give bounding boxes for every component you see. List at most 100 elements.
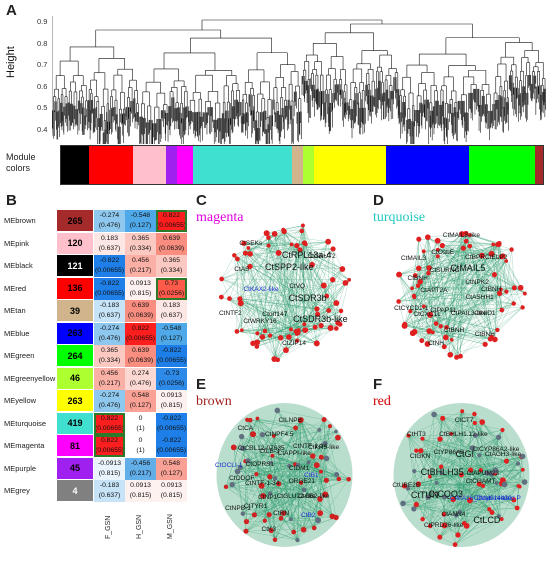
network-node [441,512,447,517]
network-node [259,334,266,340]
network-node [421,249,426,254]
network-node [516,484,521,488]
p-value: (0.217) [129,469,152,477]
network-node [325,238,332,245]
network-node [426,270,431,276]
correlation-cell: 0.548 (0.127) [156,457,187,480]
correlation-value: 0.822 [100,437,118,444]
network-node [514,505,520,511]
network-node [487,507,492,512]
module-eigengene-label: MEmagenta [4,441,45,450]
correlation-value: 0 [138,414,143,422]
correlation-cell: 0.639 (0.0639) [125,345,156,367]
network-node [447,351,454,358]
network-node [295,537,300,543]
p-value: (0.815) [160,402,183,409]
network-node [311,525,317,531]
gene-label: CtSPP2-like [265,261,314,272]
network-node [299,228,305,234]
network-node [415,481,422,487]
network-node [427,311,434,318]
gene-label: CtAS [234,266,250,274]
gene-label: CtKAX2-like [243,285,279,293]
correlation-value: -0.822 [161,347,182,354]
network-node [417,279,423,285]
network-node [482,341,488,347]
network-node [426,265,432,271]
correlation-cell: 0.548 (0.127) [125,390,156,412]
gene-label: CtMyb-related P [473,494,521,502]
network-node [479,252,485,259]
module-color-segment [314,146,386,184]
correlation-cell: -0.183 (0.637) [94,480,125,502]
network-node [410,286,414,291]
gene-label: CtGI [455,449,475,460]
network-node [245,458,251,464]
correlation-cell: 0.365 (0.334) [125,232,156,255]
network-node [496,290,503,297]
network-node [243,528,249,534]
network-node [497,241,502,246]
trait-column-label: M_GSN [167,513,174,539]
correlation-value: 0.183 [162,302,180,309]
network-node [439,242,445,249]
network-node [460,409,465,414]
module-size-box: 263 [57,390,93,411]
network-node [476,481,482,487]
network-node [484,470,490,476]
network-node [411,506,417,512]
network-node [509,247,514,252]
network-node [335,434,341,441]
network-node [424,234,431,241]
module-size-box: 46 [57,367,93,389]
network-node [234,329,240,334]
network-node [237,464,243,471]
gene-label: CtAPPI-like [277,449,311,457]
panel-a-dendrogram: A Height 0.9 0.8 0.7 0.6 0.5 0.4 Module color… [0,0,550,190]
gene-label: CtVQ [289,282,306,290]
p-value: (0.127) [129,222,152,229]
module-color-segment [193,146,293,184]
network-node [472,433,478,439]
y-tick-label: 0.5 [37,103,48,112]
network-node [438,324,443,329]
network-node [286,463,292,468]
correlation-value: 0.274 [131,369,149,377]
network-node [442,334,449,341]
gene-label: CtBNH [474,331,495,339]
network-node [302,322,307,327]
network-node [268,461,273,465]
panel-f-network: F red CtCGAMT CtMyb-related P CtLCD CtMA16_… [370,376,546,562]
correlation-value: -0.183 [99,482,120,489]
network-node [294,332,299,336]
p-value: (0.00655) [94,289,125,297]
gene-label: CtGLU22-like [276,493,316,501]
gene-label: CtCT7 [454,417,474,424]
network-node [479,419,485,425]
module-eigengene-label: MEgrey [4,486,30,495]
network-node [318,322,324,329]
p-value: (0.637) [98,244,121,252]
network-node [338,308,344,314]
network-node [511,497,517,503]
gene-label: ORGE21 [288,478,315,486]
network-node [424,341,431,347]
network-node [254,344,260,349]
module-eigengene-label: MEpink [4,238,30,248]
network-node [324,293,330,299]
correlation-value: 0.456 [131,257,149,264]
network-node [427,474,432,479]
correlation-cell: -0.822 (0.00655) [94,277,125,300]
network-node [334,472,340,478]
correlation-cell: 0.73 (0.0256) [156,277,187,300]
dendrogram [52,16,546,144]
network-node [478,468,483,473]
correlation-cell: 0.456 (0.217) [94,367,125,390]
panel-e-network: E brown ORGE21 CtGB2-like CtB2 CtGLU22-like… [193,376,368,562]
p-value: (1) [136,424,145,432]
network-node [459,472,464,478]
module-eigengene-label: MEyellow [4,396,37,405]
network-node [239,445,246,452]
network-node [254,472,259,477]
network-node [240,511,246,516]
